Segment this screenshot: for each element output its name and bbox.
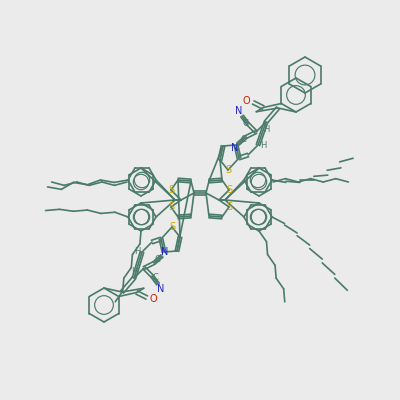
Text: S: S [225,165,231,175]
Text: O: O [150,294,158,304]
Text: H: H [260,140,266,150]
Text: O: O [242,96,250,106]
Text: C: C [152,272,158,282]
Text: S: S [169,222,175,232]
Text: N: N [161,247,169,257]
Text: H: H [263,124,269,134]
Text: C: C [242,118,248,128]
Text: H: H [134,248,140,256]
Text: C: C [240,136,246,144]
Text: N: N [235,106,243,116]
Text: S: S [168,202,174,212]
Text: N: N [231,143,239,153]
Text: C: C [154,256,160,264]
Text: S: S [226,185,232,195]
Text: S: S [226,202,232,212]
Text: H: H [131,266,137,276]
Text: S: S [168,185,174,195]
Text: N: N [157,284,165,294]
